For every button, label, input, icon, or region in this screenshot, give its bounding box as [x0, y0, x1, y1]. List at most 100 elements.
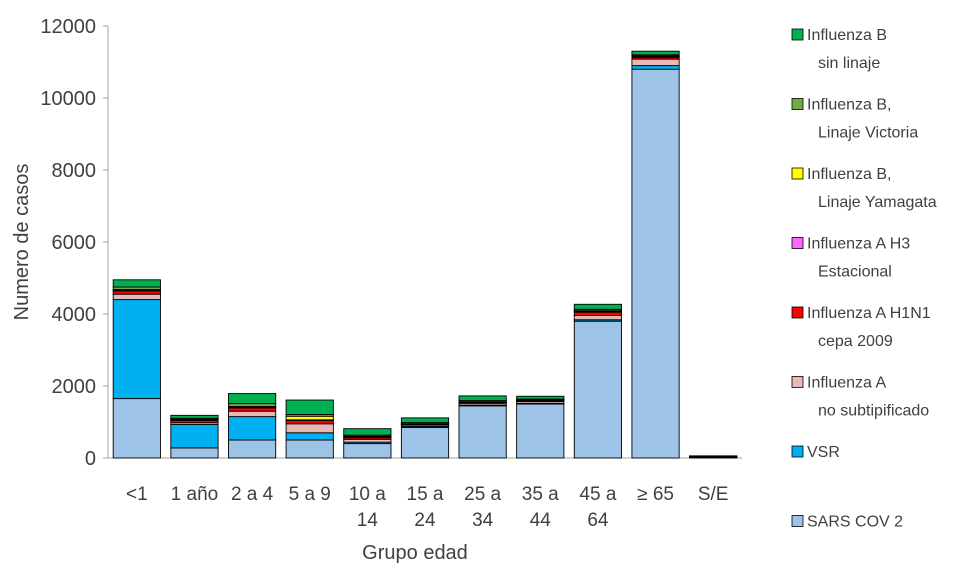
x-tick-label: S/E	[698, 484, 729, 505]
bar-segment	[228, 439, 277, 459]
bar-segment	[285, 415, 334, 421]
bar-segment	[228, 393, 277, 405]
y-tick-label: 10000	[40, 88, 96, 110]
legend-swatch	[791, 167, 804, 180]
x-tick-label-line: 15 a	[407, 484, 444, 505]
bar-segment	[112, 398, 161, 459]
x-tick-label-line: S/E	[698, 484, 729, 505]
bar-segment	[170, 424, 219, 449]
legend-label-line: Estacional	[818, 264, 892, 281]
bar-segment	[631, 65, 680, 70]
x-tick-label-line: 34	[472, 510, 494, 531]
x-tick-label: 35 a 44	[522, 484, 559, 531]
bar-segment	[343, 428, 392, 436]
legend-label-line: no subtipificado	[818, 403, 929, 420]
bar-segment	[573, 303, 622, 310]
y-tick-label: 8000	[52, 160, 97, 182]
bar-segment	[631, 58, 680, 67]
bar-segment	[170, 447, 219, 459]
bar-segment	[458, 405, 507, 459]
bar-segment	[285, 399, 334, 415]
bar-segment	[573, 314, 622, 321]
bar-segment	[228, 410, 277, 418]
x-tick-label: ≥ 65	[637, 484, 674, 505]
x-tick-label-line: 45 a	[579, 484, 616, 505]
legend-swatch	[791, 237, 804, 249]
y-tick-label: 0	[85, 448, 96, 470]
legend-label-line: sin linaje	[818, 55, 880, 72]
bar-segment	[112, 299, 161, 400]
legend-label-line: Linaje Yamagata	[818, 194, 937, 211]
y-tick-label: 4000	[52, 304, 97, 326]
legend-swatch	[791, 515, 804, 527]
bar-segment	[631, 50, 680, 56]
bar-segment	[228, 416, 277, 441]
legend-label: SARS COV 2	[807, 514, 903, 531]
x-tick-label: 15 a 24	[407, 484, 444, 531]
legend-label: VSR	[807, 444, 840, 461]
x-tick-label: 1 año	[171, 484, 219, 505]
bar-segment	[573, 320, 622, 459]
bar-segment	[112, 279, 161, 288]
bar-segment	[400, 417, 450, 423]
x-tick-label: 25 a 34	[464, 484, 501, 531]
bar-segment	[458, 395, 507, 402]
bar-segment	[400, 426, 450, 459]
x-tick-label-line: 25 a	[464, 484, 501, 505]
x-tick-label-line: 5 a 9	[289, 484, 331, 505]
y-tick-label: 2000	[52, 376, 97, 398]
bar-segment	[516, 403, 565, 459]
x-tick-label: 2 a 4	[231, 484, 274, 505]
legend-label: Influenza B, Linaje Victoria	[807, 97, 918, 142]
legend-swatch	[791, 306, 804, 319]
legend-label: Influenza B, Linaje Yamagata	[807, 166, 937, 211]
x-tick-label-line: 35 a	[522, 484, 559, 505]
x-tick-label-line: 24	[414, 510, 436, 531]
legend-label-line: SARS COV 2	[807, 514, 903, 531]
legend-label-line: cepa 2009	[818, 333, 893, 350]
x-tick-label: 45 a 64	[579, 484, 616, 531]
legend-label-line: Influenza B,	[807, 166, 892, 183]
bar-segment	[343, 443, 392, 459]
x-tick-label: 10 a 14	[349, 484, 386, 531]
bar-segment	[631, 68, 680, 459]
legend-swatch	[791, 445, 804, 458]
legend-label-line: VSR	[807, 444, 840, 461]
legend-label: Influenza A H3 Estacional	[807, 236, 910, 281]
x-tick-label-line: 1 año	[171, 484, 219, 505]
legend-label-line: Linaje Victoria	[818, 125, 918, 142]
x-tick-label: <1	[126, 484, 148, 505]
bar-segment	[689, 455, 738, 458]
legend-label: Influenza A H1N1 cepa 2009	[807, 305, 931, 350]
x-tick-label: 5 a 9	[289, 484, 331, 505]
bar-segment	[285, 432, 334, 441]
legend-label: Influenza A no subtipificado	[807, 375, 929, 420]
bar-segment	[170, 414, 219, 419]
bar-segment	[516, 395, 565, 400]
legend-label-line: Influenza B	[807, 27, 887, 44]
x-tick-label-line: 14	[357, 510, 379, 531]
x-tick-label-line: <1	[126, 484, 148, 505]
x-tick-label-line: 10 a	[349, 484, 386, 505]
x-tick-label-line: 44	[530, 510, 552, 531]
x-axis-label: Grupo edad	[362, 542, 468, 564]
ticks: 0 2000 4000 6000 8000 10000 12000 <1 1 año 2 a 4 5…	[40, 16, 728, 531]
legend-label-line: Influenza A H1N1	[807, 305, 931, 322]
y-axis-label: Numero de casos	[11, 164, 33, 321]
x-tick-label-line: 64	[587, 510, 609, 531]
y-tick-label: 12000	[40, 16, 96, 38]
legend-swatch	[791, 28, 804, 41]
legend: Influenza B sin linaje Influenza B, Linaje …	[791, 27, 937, 531]
legend-label: Influenza B sin linaje	[807, 27, 887, 72]
bar-segment	[285, 423, 334, 434]
bar-segment	[285, 439, 334, 459]
legend-label-line: Influenza B,	[807, 97, 892, 114]
x-tick-label-line: 2 a 4	[231, 484, 274, 505]
legend-swatch	[791, 376, 804, 388]
legend-swatch	[791, 98, 804, 110]
bar-segment	[112, 293, 161, 301]
x-tick-label-line: ≥ 65	[637, 484, 674, 505]
legend-label-line: Influenza A	[807, 375, 887, 392]
y-tick-label: 6000	[52, 232, 97, 254]
